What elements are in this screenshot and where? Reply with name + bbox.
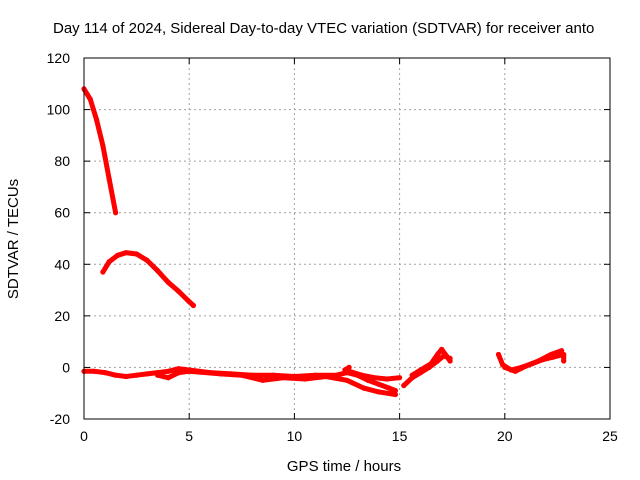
data-point [561,358,567,364]
data-point [94,117,100,123]
data-point [123,250,129,256]
data-point [548,351,554,358]
data-point [100,269,106,275]
data-point [384,376,390,382]
data-point [176,288,182,294]
data-point [323,373,329,380]
data-point [190,302,196,309]
data-point [302,376,308,382]
data-point [134,251,140,257]
data-point [361,385,367,391]
data-point [91,368,98,374]
y-tick-labels: -20 0 20 40 60 80 100 120 [47,50,71,427]
x-axis-label: GPS time / hours [287,458,401,475]
data-point [134,372,140,378]
data-point [397,375,403,381]
data-point [418,367,424,373]
data-point [434,351,441,358]
data-point [559,348,565,354]
series-line-arc-rise [401,353,453,388]
chart-title: Day 114 of 2024, Sidereal Day-to-day VTE… [53,20,594,37]
data-point [176,370,182,376]
data-point [346,364,352,370]
series-line-arc-steep [81,86,119,216]
data-point [376,389,382,395]
data-point [502,364,508,370]
plot-frame [83,57,611,420]
data-point [523,363,529,369]
data-point [344,377,350,383]
x-tick-label: 5 [185,428,193,444]
grid-lines [84,58,610,419]
data-point [100,143,106,149]
y-tick-label: 40 [54,256,70,272]
data-point [512,368,518,374]
data-point [359,372,365,378]
data-point [186,299,192,305]
data-point [87,96,93,102]
y-tick-label: 20 [54,308,70,324]
data-point [371,375,377,381]
data-point [102,370,108,376]
y-tick-label: 0 [62,359,70,375]
x-tick-label: 20 [497,428,513,444]
y-tick-label: 60 [54,205,70,221]
data-point [123,373,129,380]
x-tick-label: 25 [602,428,618,444]
data-point [165,279,171,285]
x-tick-labels: 0 5 10 15 20 25 [80,428,618,444]
y-tick-label: 120 [47,50,71,66]
data-point [106,176,112,182]
data-point [447,358,453,364]
data-point [409,372,415,378]
data-point [495,351,502,358]
x-tick-label: 10 [287,428,303,444]
y-tick-label: -20 [50,411,70,427]
x-tick-label: 0 [80,428,88,444]
data-point [386,385,392,391]
data-point [218,371,224,377]
data-point [115,252,121,258]
data-point [165,368,171,374]
data-point [144,371,150,377]
y-tick-label: 80 [54,153,70,169]
data-point [186,368,192,374]
y-axis-label: SDTVAR / TECUs [5,179,22,299]
data-point [281,375,287,381]
data-point [106,259,112,265]
data-point [144,257,150,263]
series-layer [81,86,567,398]
data-point [165,375,171,381]
data-point [260,377,266,383]
y-tick-label: 100 [47,102,71,118]
data-point [401,382,407,389]
data-point [155,372,161,378]
data-point [392,391,398,398]
data-point [439,346,445,352]
data-point [155,268,161,274]
data-point [113,372,119,378]
data-point [239,372,245,378]
data-point [535,358,542,364]
data-point [376,381,382,387]
data-point [561,351,567,358]
data-point [428,361,434,367]
x-tick-label: 15 [392,428,408,444]
data-point [342,367,348,373]
data-point [113,210,119,216]
